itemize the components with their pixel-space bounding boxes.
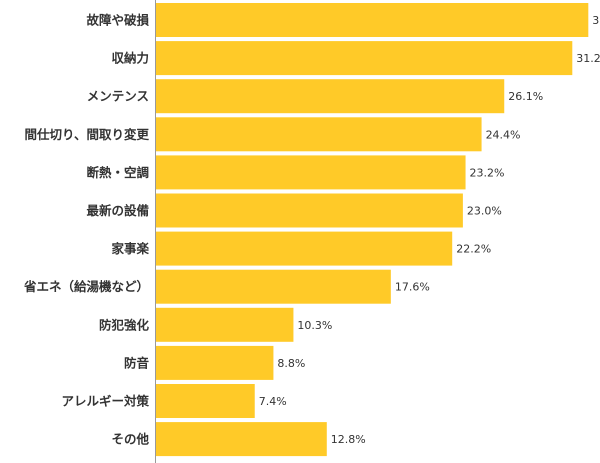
category-label-1: 収納力 — [111, 51, 149, 66]
bar-10 — [156, 384, 255, 418]
category-label-10: アレルギー対策 — [61, 394, 149, 409]
bar-3 — [156, 117, 482, 152]
value-label-5: 23.0% — [467, 205, 502, 218]
bar-8 — [156, 307, 294, 342]
value-label-6: 22.2% — [456, 243, 491, 256]
bar-1 — [156, 41, 573, 76]
category-label-9: 防音 — [124, 355, 150, 370]
value-label-9: 8.8% — [277, 357, 305, 370]
category-label-4: 断熱・空調 — [86, 165, 149, 180]
bar-2 — [156, 79, 505, 114]
category-label-6: 家事楽 — [111, 241, 149, 256]
category-label-2: メンテンス — [87, 89, 149, 104]
value-label-7: 17.6% — [395, 281, 430, 294]
value-label-4: 23.2% — [470, 166, 505, 179]
value-label-1: 31.2% — [576, 52, 600, 65]
value-label-10: 7.4% — [259, 395, 287, 408]
bars-group — [156, 3, 589, 457]
category-label-3: 間仕切り、間取り変更 — [24, 127, 149, 142]
value-label-11: 12.8% — [331, 433, 366, 446]
category-label-8: 防犯強化 — [99, 317, 150, 332]
value-labels: 32.4% 31.2% 26.1% 24.4% 23.2% 23.0% 22.2% 17.6%… — [259, 14, 600, 446]
value-label-2: 26.1% — [508, 90, 543, 103]
bar-5 — [156, 193, 463, 228]
bar-0 — [156, 3, 589, 37]
category-label-5: 最新の設備 — [86, 203, 149, 218]
bar-4 — [156, 155, 466, 190]
value-label-0: 32.4% — [592, 14, 600, 27]
category-label-0: 故障や破損 — [86, 13, 149, 28]
bar-9 — [156, 345, 274, 380]
category-label-11: その他 — [111, 432, 149, 447]
value-label-3: 24.4% — [486, 128, 521, 141]
category-labels: 故障や破損収納力メンテンス間仕切り、間取り変更断熱・空調最新の設備家事楽省エネ（… — [23, 13, 150, 447]
category-label-7: 省エネ（給湯機など） — [23, 279, 149, 294]
value-label-8: 10.3% — [297, 319, 332, 332]
bar-6 — [156, 231, 453, 266]
bar-11 — [156, 422, 327, 457]
bar-7 — [156, 269, 391, 304]
